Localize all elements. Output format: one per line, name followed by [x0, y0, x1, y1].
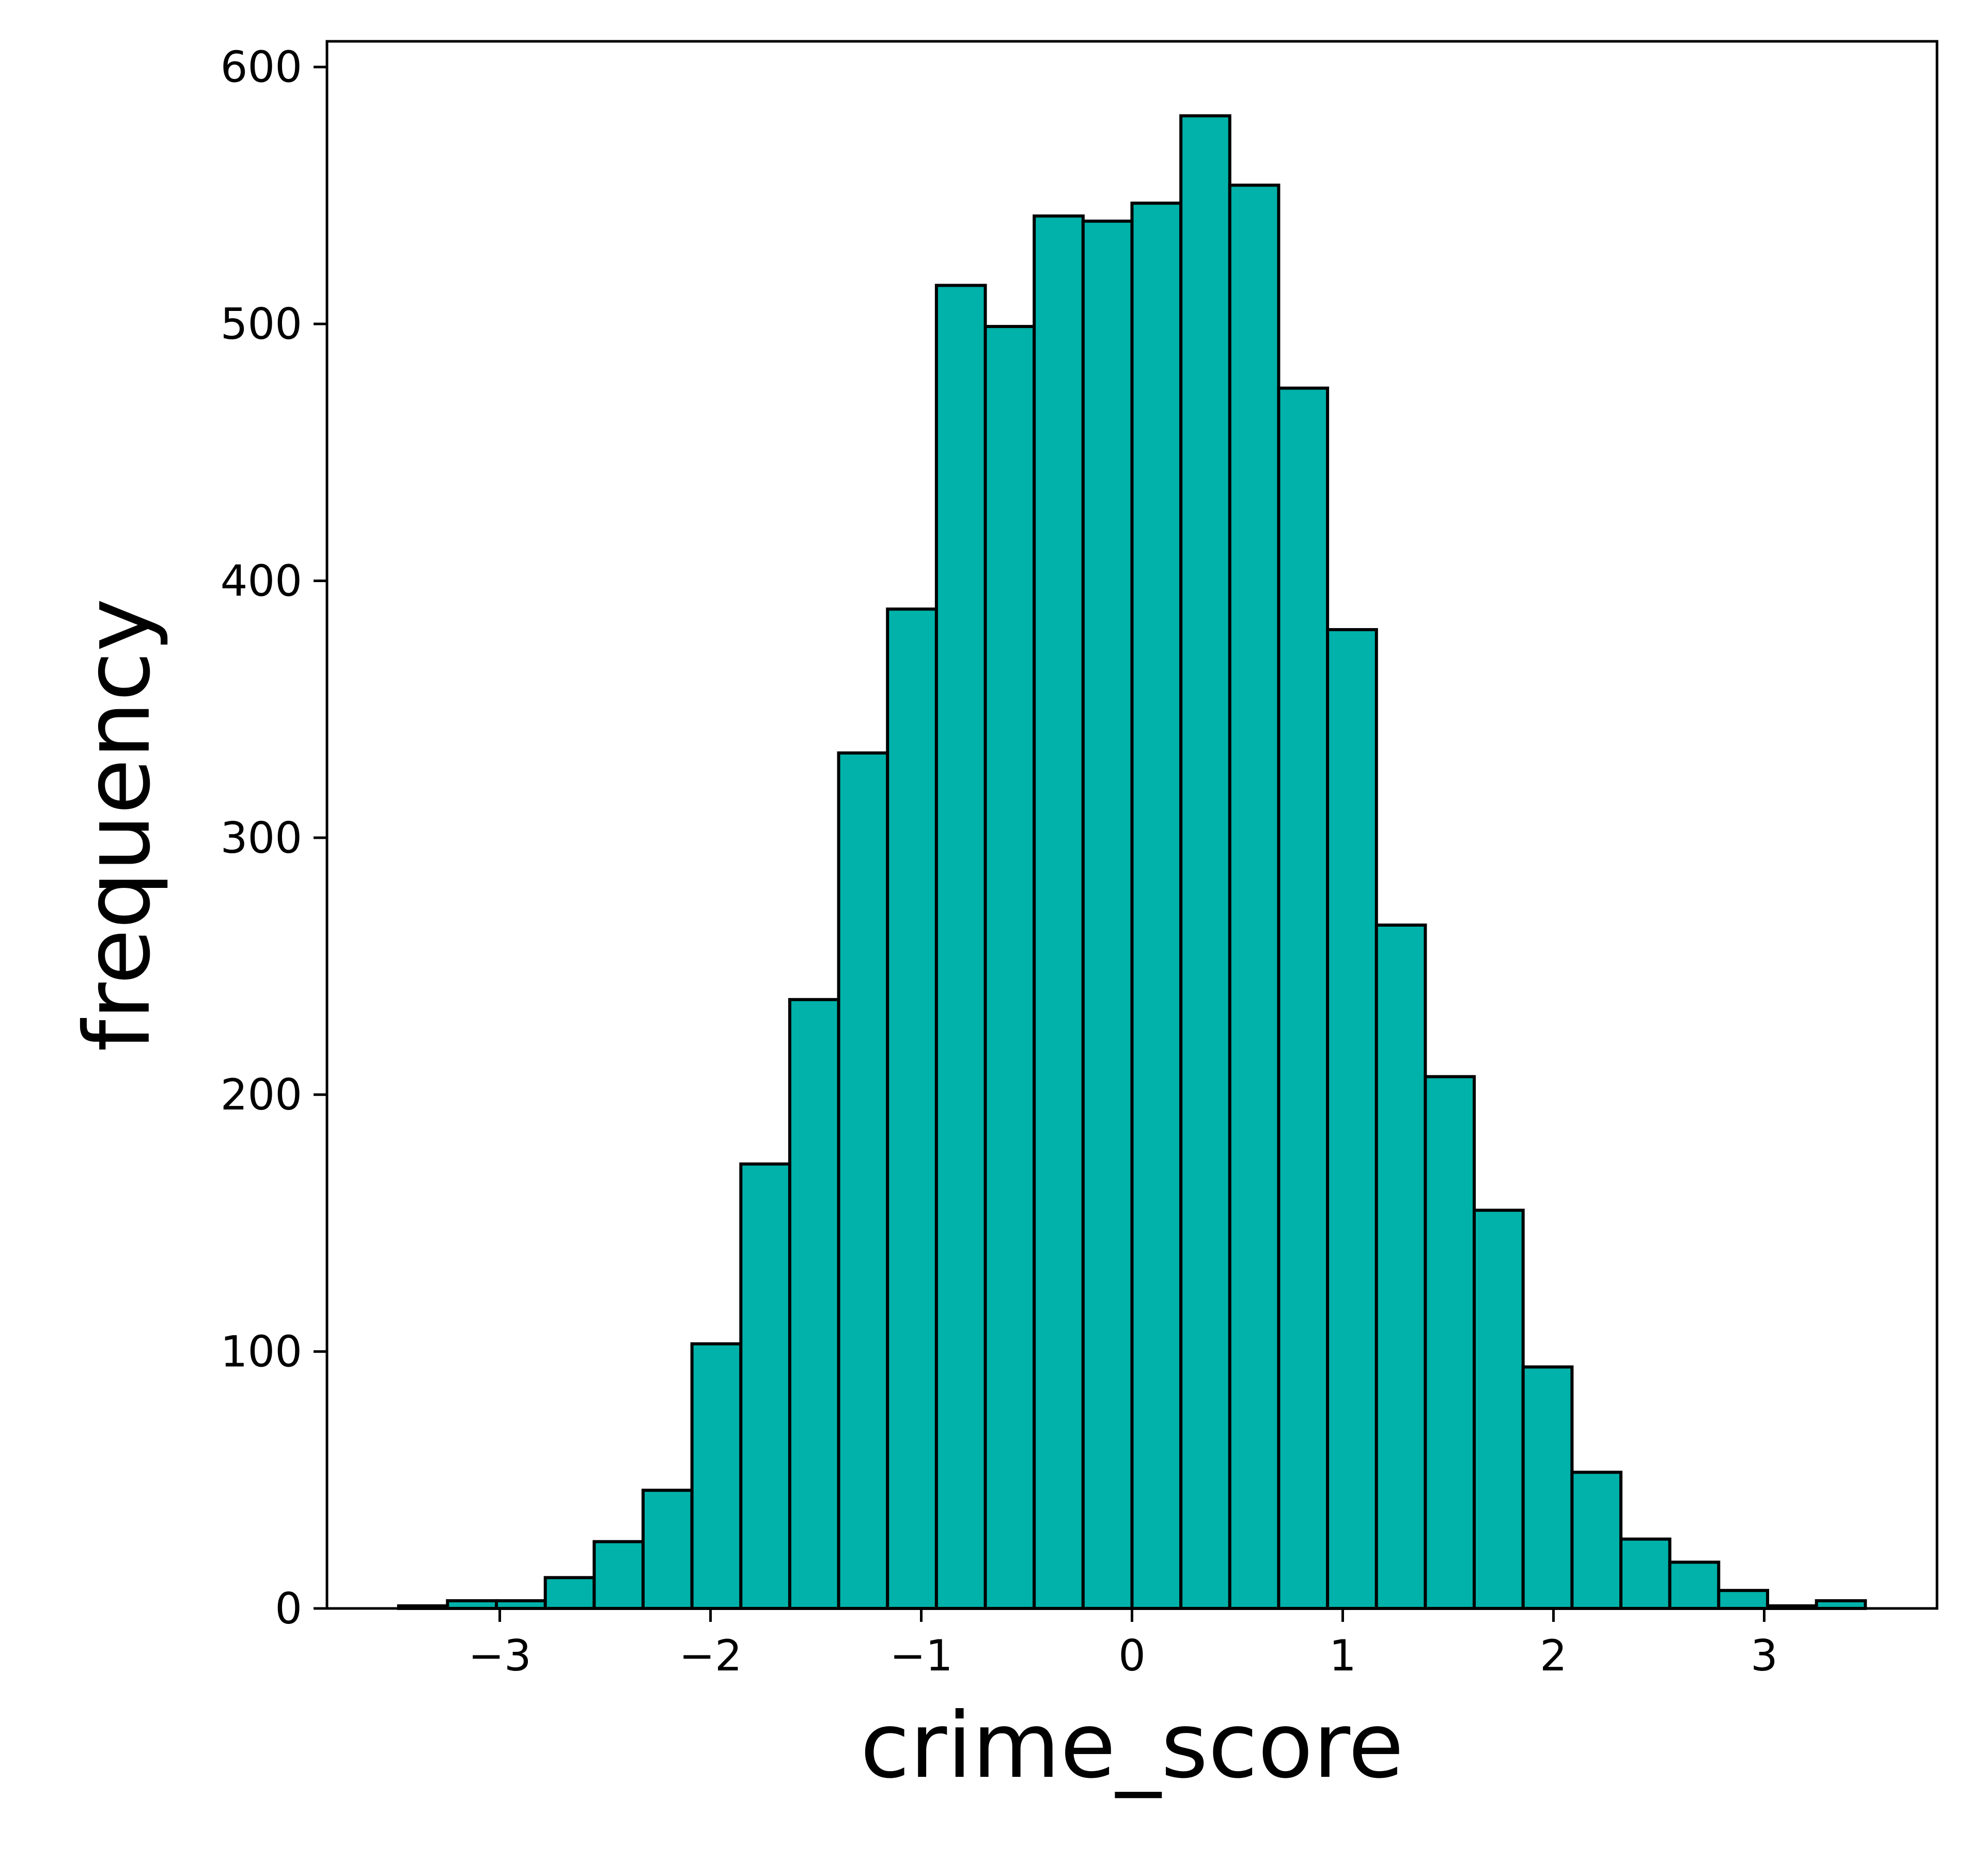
histogram-bar [1473, 1209, 1525, 1611]
histogram-bar [1277, 386, 1330, 1611]
histogram-bar [1179, 114, 1231, 1611]
y-tick-label: 0 [275, 1584, 302, 1634]
y-tick-label: 100 [221, 1327, 302, 1377]
histogram-bar [543, 1576, 596, 1610]
histogram-bar [837, 751, 889, 1610]
histogram-bar [1521, 1365, 1574, 1610]
x-tick-label: 2 [1540, 1631, 1567, 1681]
histogram-bar [1326, 628, 1378, 1610]
y-tick-label: 600 [221, 42, 302, 92]
histogram-bar [641, 1489, 694, 1610]
histogram-bar [1033, 214, 1085, 1611]
histogram-bar [1619, 1537, 1672, 1611]
histogram-bar [592, 1540, 645, 1610]
histogram-bar [1228, 183, 1280, 1610]
y-tick-label: 500 [221, 299, 302, 349]
x-tick-label: −1 [889, 1631, 952, 1681]
y-axis-label: frequency [66, 598, 170, 1052]
histogram-bar [739, 1162, 791, 1610]
y-axis-ticks: 0 100 200 300 400 500 600 [221, 42, 327, 1634]
histogram-bar [886, 607, 938, 1610]
x-tick-label: 3 [1751, 1631, 1778, 1681]
histogram-bar [1081, 220, 1134, 1611]
y-tick-label: 400 [221, 556, 302, 606]
x-axis-ticks: −3 −2 −1 0 1 2 3 [468, 1608, 1778, 1681]
histogram-bar [1375, 923, 1427, 1610]
histogram-bar [1130, 201, 1183, 1610]
y-tick-label: 300 [221, 813, 302, 863]
x-tick-label: −3 [468, 1631, 531, 1681]
histogram-bar [934, 284, 987, 1610]
histogram-bar [788, 998, 840, 1610]
y-tick-label: 200 [221, 1070, 302, 1120]
histogram-bar [1668, 1560, 1721, 1611]
histogram-bar [1717, 1589, 1769, 1610]
histogram-bar [1570, 1471, 1623, 1610]
x-tick-label: 0 [1118, 1631, 1146, 1681]
x-tick-label: −2 [679, 1631, 742, 1681]
histogram-bar [983, 325, 1036, 1610]
histogram-bars [397, 114, 1867, 1611]
histogram-bar [1424, 1075, 1476, 1610]
x-tick-label: 1 [1329, 1631, 1356, 1681]
x-axis-label: crime_score [860, 1694, 1404, 1799]
histogram-bar [690, 1342, 743, 1610]
